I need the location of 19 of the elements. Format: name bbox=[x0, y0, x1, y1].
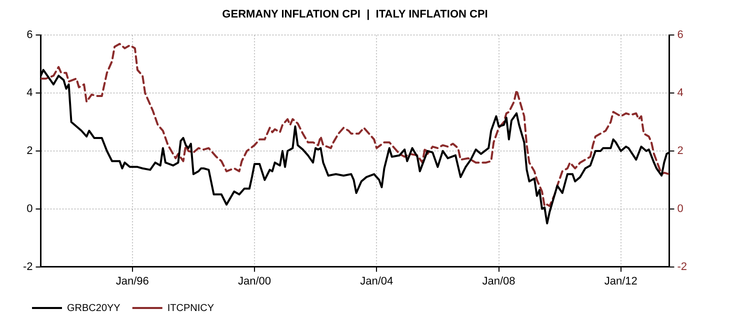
x-tick-label: Jan/08 bbox=[482, 275, 516, 288]
y2-tick-label: 6 bbox=[677, 29, 684, 42]
y-tick-label: 4 bbox=[26, 87, 33, 100]
y-tick-label: 2 bbox=[26, 145, 33, 158]
y2-tick-label: -2 bbox=[677, 260, 687, 273]
x-tick-label: Jan/12 bbox=[604, 275, 638, 288]
line-series bbox=[40, 42, 670, 208]
legend-label: GRBC20YY bbox=[67, 302, 121, 314]
y-tick-label: 0 bbox=[26, 202, 33, 215]
x-tick-label: Jan/96 bbox=[116, 275, 149, 288]
y-tick-label: 6 bbox=[26, 29, 33, 42]
y2-tick-label: 0 bbox=[677, 202, 684, 215]
y2-tick-label: 2 bbox=[677, 145, 684, 158]
x-tick-label: Jan/04 bbox=[360, 275, 394, 288]
x-tick-label: Jan/00 bbox=[238, 275, 272, 288]
chart-title: GERMANY INFLATION CPI | ITALY INFLATION CPI bbox=[222, 8, 488, 21]
y-tick-label: -2 bbox=[23, 260, 33, 273]
y2-tick-label: 4 bbox=[677, 87, 684, 100]
legend-label: ITCPNICY bbox=[167, 302, 214, 314]
